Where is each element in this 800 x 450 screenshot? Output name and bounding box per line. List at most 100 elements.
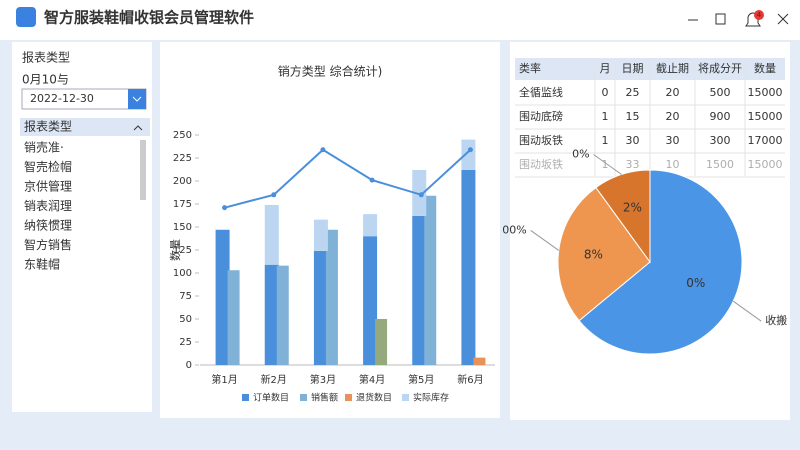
table-cell: 500 (710, 86, 731, 99)
callout-label: 收搬 (765, 313, 787, 327)
y-tick-label: 250 (173, 130, 192, 141)
pie-slice (557, 186, 651, 322)
table-cell: 15000 (748, 158, 783, 171)
notification-badge (754, 10, 764, 20)
table-cell: 20 (666, 86, 680, 99)
x-tick-label: 第1月 (211, 373, 237, 386)
legend-label: 退货数目 (356, 392, 392, 404)
bar (325, 229, 338, 365)
y-tick-label: 200 (173, 176, 192, 187)
table-cell: 30 (626, 134, 640, 147)
report-list-item[interactable]: 销表润理 (24, 199, 72, 213)
bar (276, 265, 289, 365)
table-cell: 1 (602, 110, 609, 123)
date-value: 2022-12-30 (30, 92, 94, 105)
x-tick-label: 新6月 (457, 373, 483, 386)
bar (215, 229, 230, 365)
bar (412, 215, 427, 365)
collapse-arrow[interactable] (133, 125, 143, 131)
maximize-button[interactable] (715, 13, 726, 25)
callout-label: 0% (572, 148, 589, 161)
report-list-item[interactable]: 智売检帽 (24, 159, 72, 174)
slice-label: 0% (686, 276, 705, 290)
table-cell: 15000 (748, 86, 783, 99)
x-tick-label: 第3月 (310, 373, 336, 386)
table-cell: 15000 (748, 110, 783, 123)
y-tick-label: 25 (179, 337, 192, 348)
trend-point (369, 177, 375, 183)
bar (412, 169, 427, 216)
table-header-cell: 截止期 (656, 61, 689, 75)
x-tick-label: 第4月 (359, 373, 385, 386)
slice-label: 2% (623, 200, 642, 214)
table-cell: 围动底磅 (519, 109, 563, 123)
table-cell: 15 (626, 110, 640, 123)
y-tick-label: 150 (173, 222, 192, 233)
callout-line (732, 300, 762, 322)
y-tick-label: 50 (179, 314, 192, 325)
bar (473, 357, 486, 365)
x-tick-label: 第5月 (408, 373, 434, 386)
bar (264, 264, 279, 365)
report-list-item[interactable]: 纳筷惯理 (24, 218, 72, 233)
trend-line (224, 148, 472, 209)
table-cell: 300 (710, 134, 731, 147)
callout-line (593, 154, 622, 175)
trend-point (418, 192, 424, 198)
table-cell: 10 (666, 158, 680, 171)
date-dropdown-button[interactable] (128, 89, 146, 109)
report-list-item[interactable]: 智方销售 (24, 237, 72, 252)
y-tick-label: 175 (173, 199, 192, 210)
legend-swatch (345, 394, 352, 401)
trend-point (271, 192, 277, 198)
bar (375, 319, 388, 365)
trend-point (467, 147, 473, 153)
close-button[interactable] (777, 13, 789, 25)
y-tick-label: 125 (173, 245, 192, 256)
trend-point (222, 205, 228, 211)
pie-slice (595, 169, 651, 264)
app-title: 智方服装鞋帽收银会员管理软件 (44, 9, 254, 27)
list-header[interactable]: 报表类型 (24, 119, 72, 134)
table-header-cell: 将成分开 (698, 62, 742, 75)
legend-swatch (300, 394, 307, 401)
y-tick-label: 100 (173, 268, 192, 279)
bar (363, 236, 378, 365)
table-header-cell: 数量 (754, 62, 776, 75)
dropdown-arrow (132, 96, 142, 102)
report-list-item[interactable]: 销売准· (24, 140, 64, 155)
bar (227, 270, 240, 365)
table-cell: 全循监线 (519, 85, 563, 99)
legend-label: 实际库存 (413, 392, 449, 404)
scrollbar[interactable] (140, 140, 146, 200)
bar (313, 219, 328, 251)
chart-title: 销方类型 综合统计) (278, 64, 383, 79)
list-header-bg (20, 118, 150, 136)
table-cell: 围动坂铁 (519, 134, 563, 147)
bar (461, 169, 476, 365)
bar (424, 195, 437, 365)
bar (313, 250, 328, 365)
legend-swatch (402, 394, 409, 401)
table-cell: 900 (710, 110, 731, 123)
bar (461, 139, 476, 170)
badge-count: 4 (757, 11, 762, 19)
table-header-cell: 类率 (519, 61, 541, 75)
table-cell: 1500 (706, 158, 734, 171)
table-cell: 1 (602, 134, 609, 147)
y-axis-label: 数量 (169, 239, 182, 261)
table-header-cell: 日期 (622, 62, 644, 75)
table-cell: 30 (666, 134, 680, 147)
y-tick-label: 75 (179, 291, 192, 302)
table-cell: 0 (602, 86, 609, 99)
pie-slice (578, 169, 743, 355)
sidebar-label: 报表类型 (22, 50, 70, 65)
x-tick-label: 新2月 (261, 373, 287, 386)
table-cell: 1 (602, 158, 609, 171)
legend-label: 订单数目 (253, 392, 289, 404)
report-list-item[interactable]: 京供管理 (24, 179, 72, 194)
bar (363, 214, 378, 237)
report-list-item[interactable]: 东鞋帽 (24, 257, 60, 272)
table-cell: 围动坂铁 (519, 158, 563, 171)
